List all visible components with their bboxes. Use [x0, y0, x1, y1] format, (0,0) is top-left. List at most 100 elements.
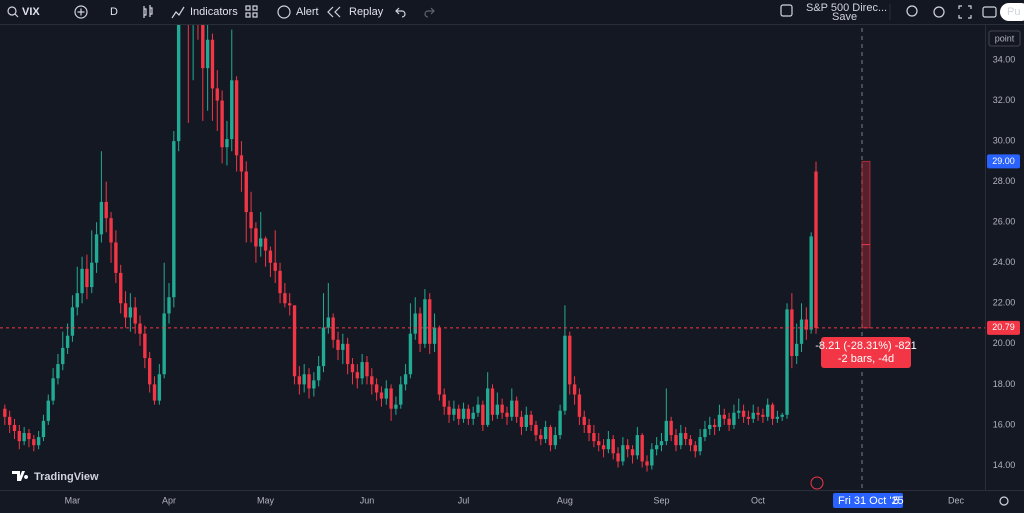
layouts-icon[interactable] [245, 5, 258, 18]
candle-body [814, 171, 818, 329]
candle-body [3, 408, 7, 417]
compare-button[interactable] [74, 5, 88, 19]
y-tick-label: 28.00 [993, 176, 1016, 186]
candle-body [669, 420, 673, 436]
layout-icon [780, 4, 793, 17]
candle-body [17, 431, 22, 442]
candle-body [568, 335, 572, 385]
candle-body [447, 406, 451, 415]
candle-body [307, 374, 311, 389]
candle-body [543, 426, 548, 440]
candle-body [476, 404, 480, 413]
candle-body [220, 100, 224, 148]
candle-body [746, 416, 751, 419]
interval[interactable]: D [110, 6, 118, 18]
x-tick-label: Aug [557, 495, 573, 505]
candle-body [316, 366, 321, 381]
candle-body [27, 433, 31, 440]
candle-body [331, 317, 335, 340]
candle-body [457, 408, 461, 419]
candle-body [36, 437, 41, 446]
candle-body [616, 453, 620, 462]
candle-body [138, 323, 142, 334]
candle-body [732, 412, 736, 425]
candle-body [273, 262, 277, 271]
candle-body [302, 374, 306, 385]
candle-body [244, 171, 248, 213]
candle-body [123, 303, 128, 318]
candle-body [654, 445, 659, 450]
candle-body [32, 439, 36, 446]
replay-button[interactable]: Replay [327, 6, 384, 18]
crosshair-date-badge [833, 493, 903, 508]
settings-icon[interactable] [933, 6, 945, 18]
candle-body [432, 327, 437, 344]
symbol-search[interactable]: VIX [7, 6, 40, 18]
candle-body [770, 404, 775, 419]
candle-body [766, 404, 770, 417]
candle-body [210, 39, 215, 89]
candle-body [490, 388, 495, 415]
candle-body [558, 410, 562, 436]
candle-body [394, 404, 398, 409]
candle-body [292, 305, 297, 377]
chart-type-icon[interactable] [143, 5, 153, 18]
toolbar [0, 0, 1024, 24]
publish-button[interactable] [1000, 3, 1024, 21]
scale-mode-button[interactable] [988, 30, 1021, 47]
candle-body [413, 313, 417, 334]
candle-body [147, 358, 152, 385]
candle-body [128, 307, 133, 318]
fullscreen-icon[interactable] [958, 5, 972, 19]
candle-body [360, 362, 364, 379]
crosshair-date: Fri 31 Oct '25 [838, 495, 904, 507]
quick-search-icon[interactable] [906, 5, 918, 17]
y-tick-label: 34.00 [993, 54, 1016, 64]
layout-name[interactable]: S&P 500 Direc... Save [780, 2, 887, 23]
candle-body [109, 218, 113, 243]
candle-body [85, 268, 89, 288]
candle-body [674, 435, 678, 446]
redo-icon[interactable] [424, 7, 435, 18]
candle-body [239, 155, 244, 172]
candle-body [582, 416, 586, 425]
candle-body [529, 414, 533, 425]
candle-body [61, 347, 65, 365]
candle-body [524, 414, 528, 427]
candle-body [403, 374, 408, 385]
x-tick-label: Dec [948, 495, 965, 505]
scale-mode-label: point [995, 33, 1015, 43]
indicators-icon [171, 6, 185, 19]
measure-change: -8.21 (-28.31%) -821 [815, 340, 917, 352]
indicators-button[interactable]: Indicators [171, 6, 238, 19]
plot-area [0, 25, 985, 490]
time-settings-icon[interactable] [999, 496, 1009, 506]
measure-top-label: 29.00 [992, 156, 1015, 166]
candle-body [514, 400, 519, 417]
candle-body [461, 408, 466, 419]
alert-flag[interactable] [810, 476, 824, 490]
candle-body [99, 201, 104, 235]
candle-body [201, 25, 205, 69]
candle-body [804, 319, 809, 330]
alert-button[interactable]: Alert [277, 5, 319, 19]
alert-label: Alert [296, 6, 319, 18]
y-tick-label: 24.00 [993, 257, 1016, 267]
undo-icon[interactable] [395, 7, 406, 18]
candle-body [90, 262, 94, 288]
search-icon [14, 13, 19, 18]
candle-body [51, 378, 55, 401]
candle-body [510, 400, 514, 417]
candle-body [379, 392, 384, 399]
candle-body [384, 388, 388, 399]
snapshot-icon[interactable] [982, 6, 997, 18]
candle-body [539, 435, 543, 440]
candle-body [466, 408, 471, 419]
x-tick-label: May [257, 495, 275, 505]
y-tick-label: 30.00 [993, 135, 1016, 145]
candle-body [442, 394, 446, 407]
candle-body [230, 80, 234, 140]
candle-body [640, 435, 644, 462]
